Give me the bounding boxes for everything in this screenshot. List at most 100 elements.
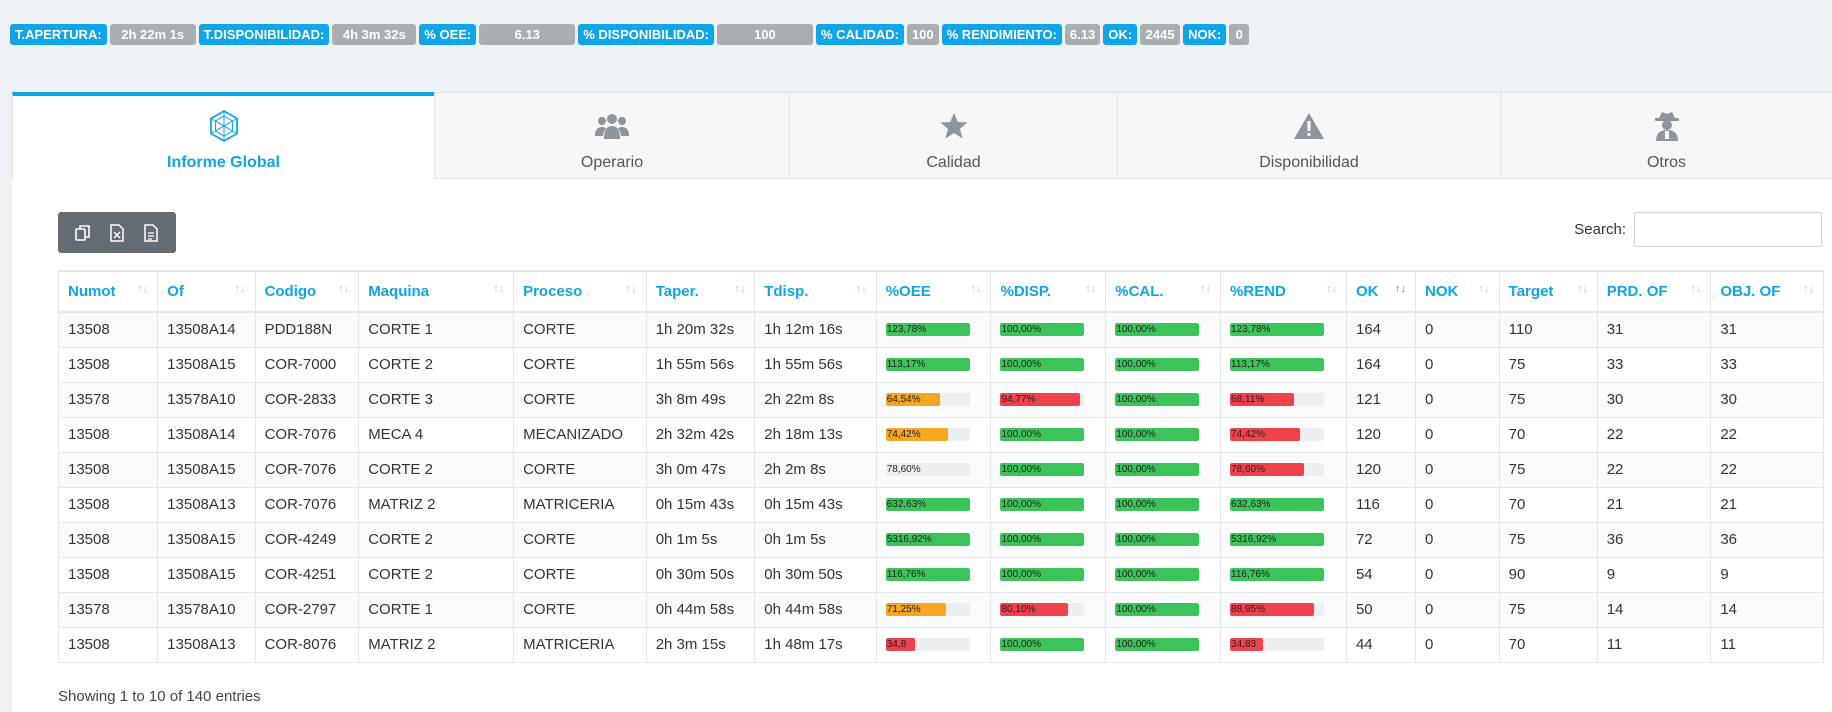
cell-proceso: CORTE (513, 451, 647, 488)
kpi-value: 2445 (1140, 23, 1181, 45)
column-header[interactable]: %DISP. ↑↓ (990, 270, 1107, 313)
column-header-label: Target (1508, 283, 1554, 300)
disp-progress-fill (1000, 323, 1085, 337)
table-row[interactable]: 13578 13578A10 COR-2797 CORTE 1 CORTE 0h 44m … (57, 591, 1824, 628)
disp-progress-text: 94,77% (1001, 394, 1036, 405)
rend-progress-text: 74,42% (1231, 429, 1265, 440)
column-header[interactable]: Of ↑↓ (157, 270, 256, 313)
rend-progress-bar: 74,42% (1230, 428, 1325, 441)
sort-icon: ↑↓ (1085, 283, 1097, 295)
cell-cal: 100,00% (1105, 346, 1222, 383)
sort-icon: ↑↓ (970, 283, 982, 295)
tab-informe-global[interactable]: Informe Global (12, 92, 434, 180)
table-row[interactable]: 13508 13508A15 COR-7000 CORTE 2 CORTE 1h 55m … (57, 346, 1824, 383)
cal-progress-text: 100,00% (1116, 429, 1156, 440)
cell-numot: 13508 (57, 521, 159, 558)
cell-nok: 0 (1415, 451, 1500, 488)
disp-progress-bar: 100,00% (1000, 358, 1085, 371)
cell-codigo: PDD188N (254, 311, 360, 348)
column-header[interactable]: Codigo ↑↓ (254, 270, 360, 313)
cell-proceso: CORTE (513, 311, 647, 348)
cal-progress-bar: 100,00% (1115, 533, 1200, 546)
column-header[interactable]: %OEE ↑↓ (875, 270, 992, 313)
cell-numot: 13508 (57, 416, 159, 453)
oee-progress-bar: 113,17% (885, 358, 970, 371)
copy-icon (75, 224, 90, 241)
disp-progress-text: 100,00% (1001, 639, 1041, 650)
table-row[interactable]: 13508 13508A14 PDD188N CORTE 1 CORTE 1h 20m 3… (57, 311, 1824, 348)
tab-disponibilidad[interactable]: Disponibilidad (1117, 92, 1500, 179)
copy-button[interactable] (72, 222, 94, 244)
column-header[interactable]: Proceso ↑↓ (513, 270, 647, 313)
document-button[interactable] (140, 222, 162, 244)
cell-maquina: CORTE 3 (358, 381, 515, 418)
disp-progress-fill (1000, 638, 1085, 651)
cell-cal: 100,00% (1105, 311, 1222, 348)
kpi-value: 6.13 (1064, 23, 1101, 45)
cell-tdisp: 0h 1m 5s (754, 521, 877, 558)
cell-taper: 2h 3m 15s (645, 626, 756, 663)
cell-disp: 100,00% (990, 451, 1107, 488)
column-header[interactable]: OBJ. OF ↑↓ (1710, 270, 1824, 313)
cell-of: 13508A14 (157, 416, 256, 453)
oee-progress-text: 71,25% (886, 604, 921, 615)
oee-progress-bar: 74,42% (885, 428, 970, 441)
cal-progress-text: 100,00% (1116, 534, 1156, 545)
oee-progress-bar: 78,60% (885, 463, 970, 476)
disp-progress-fill (1000, 463, 1085, 476)
column-header[interactable]: Numot ↑↓ (57, 270, 159, 313)
report-panel: Informe Global Operario Calidad Disponib… (12, 92, 1832, 712)
cell-tdisp: 1h 55m 56s (754, 346, 877, 383)
cell-codigo: COR-4249 (254, 521, 360, 558)
cell-obj: 21 (1710, 486, 1824, 523)
tab-label: Informe Global (167, 154, 280, 171)
column-header[interactable]: %REND ↑↓ (1220, 270, 1347, 313)
column-header[interactable]: PRD. OF ↑↓ (1596, 270, 1712, 313)
tab-otros[interactable]: Otros (1500, 92, 1832, 179)
sort-icon: ↑↓ (1690, 283, 1702, 295)
cell-tdisp: 1h 48m 17s (754, 626, 877, 663)
column-header[interactable]: Target ↑↓ (1498, 270, 1598, 313)
cell-ok: 120 (1345, 451, 1417, 488)
column-header-label: OBJ. OF (1720, 283, 1781, 300)
oee-progress-fill (885, 358, 970, 371)
disp-progress-fill (1000, 393, 1081, 406)
rend-progress-fill (1230, 603, 1314, 616)
column-header[interactable]: Taper. ↑↓ (645, 270, 756, 313)
table-row[interactable]: 13508 13508A15 COR-4249 CORTE 2 CORTE 0h 1m 5… (57, 521, 1824, 558)
column-header[interactable]: %CAL. ↑↓ (1105, 270, 1222, 313)
column-header[interactable]: OK ↑↓ (1345, 270, 1417, 313)
cell-of: 13508A15 (157, 346, 256, 383)
column-header-label: PRD. OF (1606, 283, 1668, 300)
tab-calidad[interactable]: Calidad (789, 92, 1117, 179)
users-icon (594, 107, 630, 145)
disp-progress-fill (1000, 428, 1085, 441)
cell-proceso: CORTE (513, 521, 647, 558)
table-row[interactable]: 13578 13578A10 COR-2833 CORTE 3 CORTE 3h 8m 4… (57, 381, 1824, 418)
kpi-value: 100 (716, 23, 813, 45)
tab-operario[interactable]: Operario (434, 92, 789, 179)
excel-button[interactable] (106, 222, 128, 244)
column-header[interactable]: NOK ↑↓ (1415, 270, 1500, 313)
cell-ok: 120 (1345, 416, 1417, 453)
cell-maquina: MATRIZ 2 (358, 626, 515, 663)
disp-progress-text: 100,00% (1001, 499, 1041, 510)
cell-of: 13508A15 (157, 556, 256, 593)
column-header[interactable]: Maquina ↑↓ (358, 270, 515, 313)
rend-progress-text: 123,78% (1231, 324, 1271, 336)
column-header[interactable]: Tdisp. ↑↓ (754, 270, 877, 313)
cell-codigo: COR-7076 (254, 486, 360, 523)
search-input[interactable] (1634, 212, 1822, 247)
table-row[interactable]: 13508 13508A15 COR-7076 CORTE 2 CORTE 3h 0m 4… (57, 451, 1824, 488)
table-row[interactable]: 13508 13508A13 COR-7076 MATRIZ 2 MATRICERIA 0… (57, 486, 1824, 523)
spy-icon (1653, 107, 1681, 145)
cell-nok: 0 (1415, 381, 1500, 418)
cell-cal: 100,00% (1105, 591, 1222, 628)
cell-target: 75 (1498, 591, 1598, 628)
table-row[interactable]: 13508 13508A14 COR-7076 MECA 4 MECANIZADO 2h … (57, 416, 1824, 453)
table-row[interactable]: 13508 13508A15 COR-4251 CORTE 2 CORTE 0h 30m … (57, 556, 1824, 593)
table-row[interactable]: 13508 13508A13 COR-8076 MATRIZ 2 MATRICERIA 2… (57, 626, 1824, 663)
cell-cal: 100,00% (1105, 451, 1222, 488)
cell-codigo: COR-2833 (254, 381, 360, 418)
cell-maquina: CORTE 1 (358, 311, 515, 348)
